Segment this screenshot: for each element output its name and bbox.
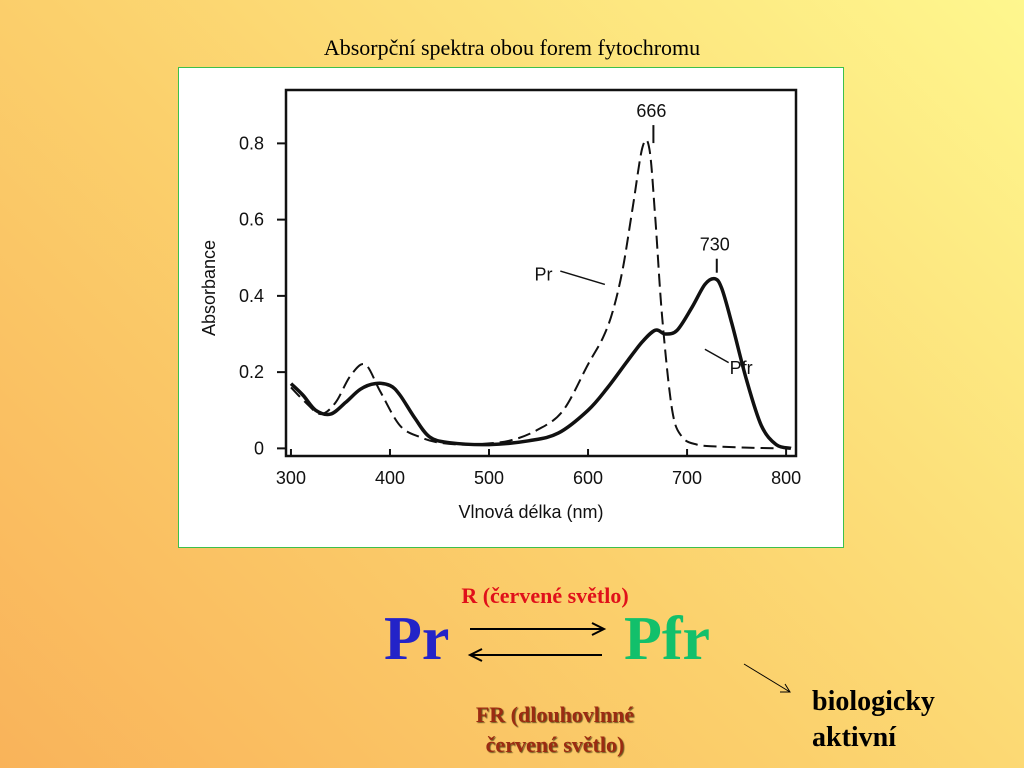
far-red-line2: červené světlo) <box>485 732 625 757</box>
x-tick-label: 300 <box>276 468 306 488</box>
absorption-chart: 300 400 500 600 700 800 0 0.2 0.4 0.6 0.8 Vlnová dé… <box>178 67 844 548</box>
peak-730-label: 730 <box>700 235 730 255</box>
y-tick-label: 0.8 <box>239 133 264 153</box>
pr-series-label: Pr <box>534 265 552 285</box>
series-pfr-line <box>289 276 792 451</box>
bio-line1: biologicky <box>812 686 935 717</box>
chart-svg: 300 400 500 600 700 800 0 0.2 0.4 0.6 0.8 Vlnová dé… <box>199 88 801 522</box>
biologically-active-label: biologicky aktivní <box>812 684 935 756</box>
y-axis-label: Absorbance <box>199 240 219 336</box>
y-tick-label: 0.2 <box>239 362 264 382</box>
pfr-form-label: Pfr <box>624 605 711 673</box>
x-tick-label: 400 <box>375 468 405 488</box>
peak-666-label: 666 <box>636 101 666 121</box>
pfr-leader-line <box>704 348 730 364</box>
pfr-series-label: Pfr <box>730 358 753 378</box>
x-axis-label: Vlnová délka (nm) <box>458 502 603 522</box>
y-tick-label: 0.6 <box>239 210 264 230</box>
x-tick-label: 800 <box>771 468 801 488</box>
x-tick-label: 600 <box>573 468 603 488</box>
activity-arrow <box>743 663 791 693</box>
pr-form-label: Pr <box>384 605 450 673</box>
red-light-label: R (červené světlo) <box>461 583 629 608</box>
y-tick-label: 0 <box>254 438 264 458</box>
slide-title: Absorpční spektra obou forem fytochromu <box>323 35 701 60</box>
series-pr-line <box>290 138 777 450</box>
x-tick-label: 700 <box>672 468 702 488</box>
x-tick-label: 500 <box>474 468 504 488</box>
far-red-line1: FR (dlouhovlnné <box>475 702 635 727</box>
pr-leader-line <box>560 270 606 286</box>
y-tick-label: 0.4 <box>239 286 264 306</box>
far-red-light-label: FR (dlouhovlnné červené světlo) <box>420 700 690 760</box>
plot-frame <box>284 88 798 458</box>
conversion-arrows <box>467 622 607 662</box>
bio-line2: aktivní <box>812 722 897 753</box>
